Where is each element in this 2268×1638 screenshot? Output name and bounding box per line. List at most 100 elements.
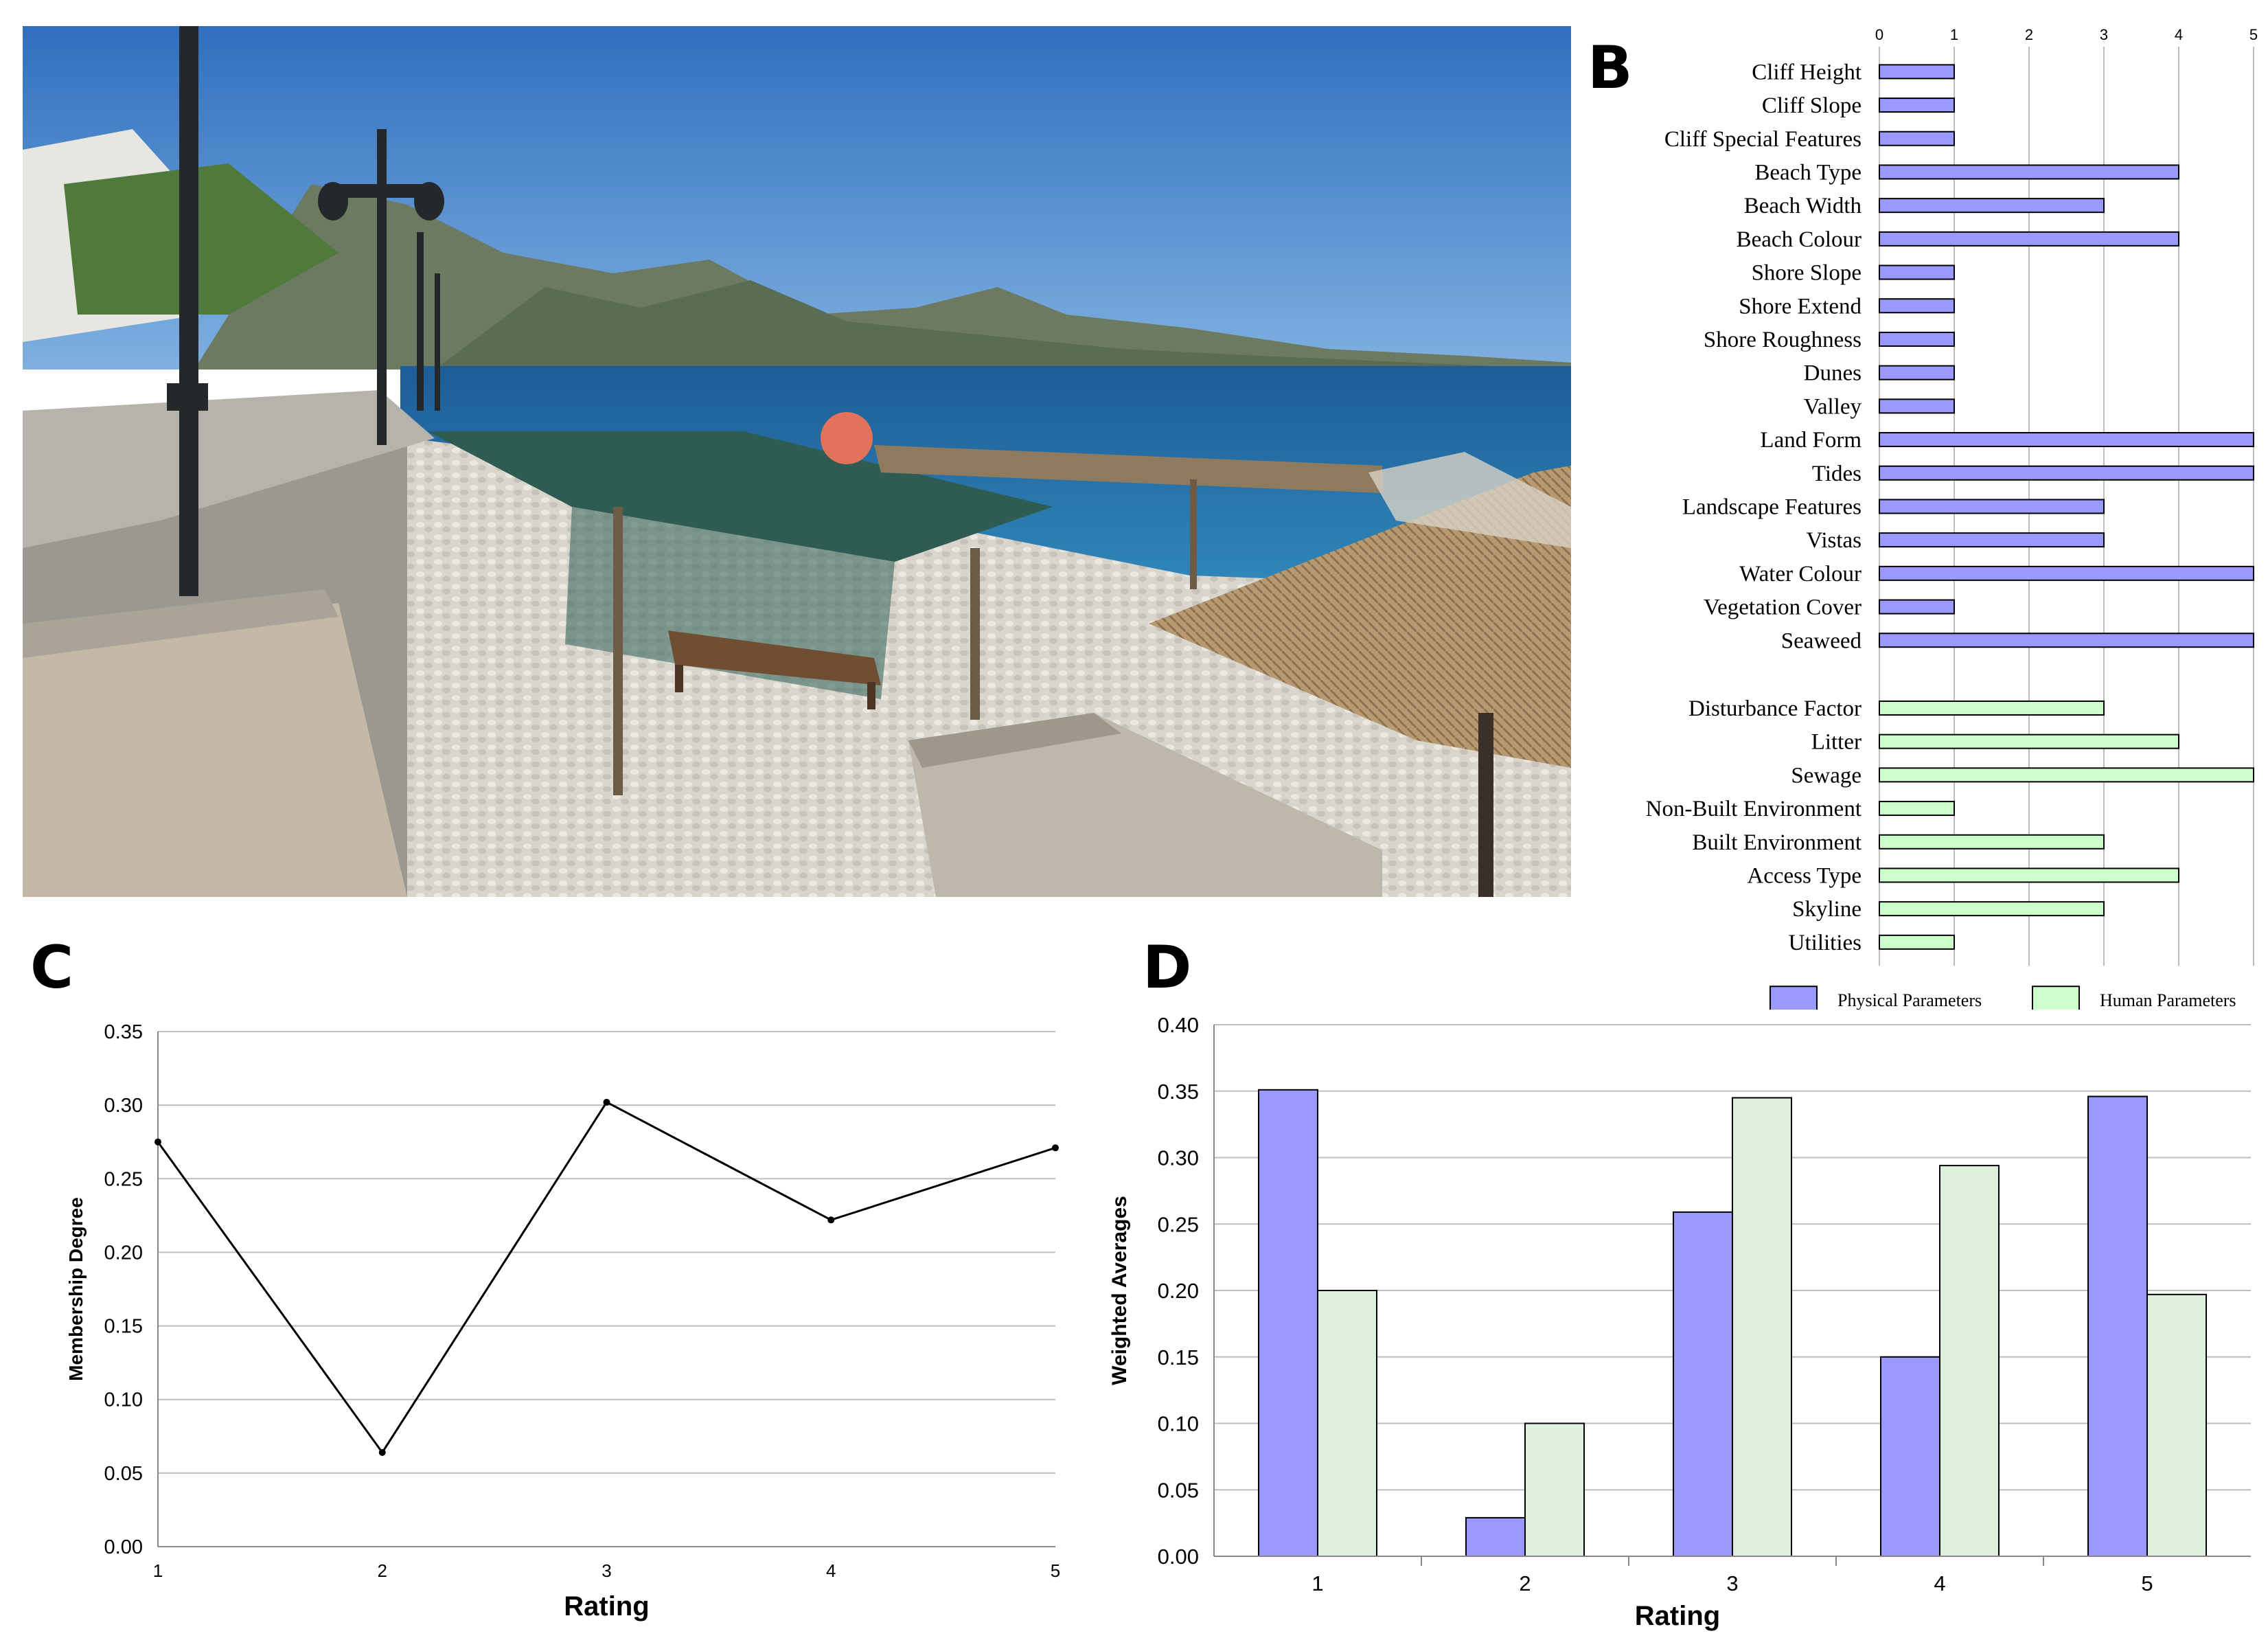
b-category-label: Tides <box>1812 462 1862 486</box>
c-data-point <box>1052 1144 1059 1152</box>
b-bar <box>1879 264 1955 280</box>
sunbed-icon <box>668 630 881 709</box>
b-category-label: Vegetation Cover <box>1704 595 1862 620</box>
b-category-label: Litter <box>1811 730 1862 755</box>
lamp-post-icon <box>167 26 444 596</box>
b-bar <box>1879 465 2254 481</box>
stone-wall-icon <box>23 589 1382 897</box>
chart-c-grid <box>158 1031 1055 1547</box>
b-category-label: Dunes <box>1804 361 1862 386</box>
b-category-label: Beach Colour <box>1737 227 1862 252</box>
b-bar <box>1879 901 2105 917</box>
b-bar <box>1879 432 2254 448</box>
b-bar <box>1879 767 2254 783</box>
b-category-label: Beach Width <box>1744 194 1862 218</box>
b-bar <box>1879 633 2254 648</box>
b-bar <box>1879 231 2179 247</box>
b-bar <box>1879 130 1955 146</box>
parameter-rating-chart: Cliff Height Cliff Slope Cliff Special Fea… <box>1646 26 2258 1010</box>
c-xtick-label: 4 <box>826 1560 836 1581</box>
b-bar <box>1879 700 2105 716</box>
b-category-label: Seaweed <box>1781 628 1862 653</box>
b-category-label: Vistas <box>1806 528 1862 553</box>
b-category-label: Shore Slope <box>1752 261 1862 286</box>
panel-d-letter: D <box>1143 933 1192 1002</box>
chart-b-ticks: 0 1 2 3 4 5 <box>1875 26 2258 43</box>
weighted-averages-chart: 0.00 0.05 0.10 0.15 0.20 0.25 0.30 0.35 0.40 1 2 3 4… <box>1108 1013 2251 1631</box>
beach-photo <box>23 26 1571 897</box>
b-category-label: Water Colour <box>1739 562 1862 587</box>
chart-b-bars <box>1879 64 2254 950</box>
b-bar <box>1879 64 1955 80</box>
b-category-label: Non-Built Environment <box>1646 797 1862 821</box>
b-bar <box>1879 331 1955 347</box>
b-category-label: Sewage <box>1791 763 1862 788</box>
b-tick-label: 2 <box>2025 26 2033 43</box>
b-category-label: Landscape Features <box>1682 494 1862 519</box>
c-xtick-label: 2 <box>378 1560 387 1581</box>
d-xtick-label: 5 <box>2141 1571 2153 1595</box>
chart-b-labels: Cliff Height Cliff Slope Cliff Special Fea… <box>1646 60 1862 955</box>
c-ytick-label: 0.25 <box>104 1168 143 1190</box>
chart-c-axes <box>157 1032 1055 1547</box>
d-x-axis-title: Rating <box>1635 1601 1720 1631</box>
b-category-label: Shore Extend <box>1739 294 1862 319</box>
c-xtick-label: 1 <box>153 1560 163 1581</box>
c-data-point <box>603 1098 610 1106</box>
c-ytick-label: 0.00 <box>104 1536 143 1558</box>
b-bar <box>1879 298 1955 314</box>
c-ytick-label: 0.05 <box>104 1463 143 1485</box>
d-ytick-label: 0.20 <box>1158 1279 1199 1303</box>
d-bar <box>1673 1211 1733 1557</box>
d-xtick-label: 4 <box>1934 1571 1945 1595</box>
d-bar <box>1258 1089 1318 1557</box>
b-category-label: Access Type <box>1747 863 1862 888</box>
b-bar <box>1879 733 2179 749</box>
d-ytick-label: 0.10 <box>1158 1412 1199 1436</box>
chart-d-text: 0.00 0.05 0.10 0.15 0.20 0.25 0.30 0.35 0.40 1 2 3 4… <box>1108 1013 2153 1631</box>
d-bar <box>2146 1293 2207 1557</box>
chart-d-bars <box>1258 1089 2207 1558</box>
legend-label: Human Parameters <box>2100 990 2236 1010</box>
b-bar <box>1879 934 1955 950</box>
b-bar <box>1879 398 1955 414</box>
c-ytick-label: 0.30 <box>104 1095 143 1117</box>
d-bar <box>1317 1290 1377 1557</box>
chart-c-line <box>154 1098 1059 1456</box>
d-ytick-label: 0.15 <box>1158 1345 1199 1369</box>
b-bar <box>1879 198 2105 214</box>
b-bar <box>1879 599 1955 615</box>
membership-degree-chart: 0.00 0.05 0.10 0.15 0.20 0.25 0.30 0.35 1 2 3 4 5 Rat… <box>65 1021 1060 1622</box>
b-tick-label: 3 <box>2100 26 2108 43</box>
c-ytick-label: 0.10 <box>104 1389 143 1411</box>
b-bar <box>1879 365 1955 380</box>
d-y-axis-title: Weighted Averages <box>1108 1196 1131 1385</box>
d-bar <box>1939 1165 2000 1557</box>
legend-label: Physical Parameters <box>1837 990 1982 1010</box>
b-bar <box>1879 801 1955 817</box>
b-category-label: Valley <box>1804 394 1862 419</box>
c-xtick-label: 3 <box>602 1560 611 1581</box>
c-data-point <box>827 1216 835 1224</box>
b-category-label: Disturbance Factor <box>1688 696 1862 721</box>
d-bar <box>1880 1356 1940 1557</box>
b-bar <box>1879 164 2179 180</box>
b-tick-label: 0 <box>1875 26 1883 43</box>
c-xtick-label: 5 <box>1051 1560 1060 1581</box>
c-ytick-label: 0.20 <box>104 1242 143 1264</box>
c-data-point <box>154 1138 161 1146</box>
d-bar <box>2087 1095 2148 1558</box>
panel-c-letter: C <box>30 933 74 1002</box>
b-bar <box>1879 867 2179 883</box>
b-bar <box>1879 98 1955 113</box>
chart-b-legend: Physical Parameters Human Parameters <box>1769 986 2236 1010</box>
d-bar <box>1732 1097 1792 1558</box>
b-category-label: Beach Type <box>1754 160 1862 185</box>
mountain-icon <box>194 184 1571 369</box>
b-category-label: Skyline <box>1792 897 1862 922</box>
b-bar <box>1879 834 2105 850</box>
b-category-label: Cliff Special Features <box>1664 127 1862 152</box>
d-ytick-label: 0.00 <box>1158 1545 1199 1569</box>
b-bar <box>1879 565 2254 581</box>
legend-swatch <box>1769 986 1818 1010</box>
